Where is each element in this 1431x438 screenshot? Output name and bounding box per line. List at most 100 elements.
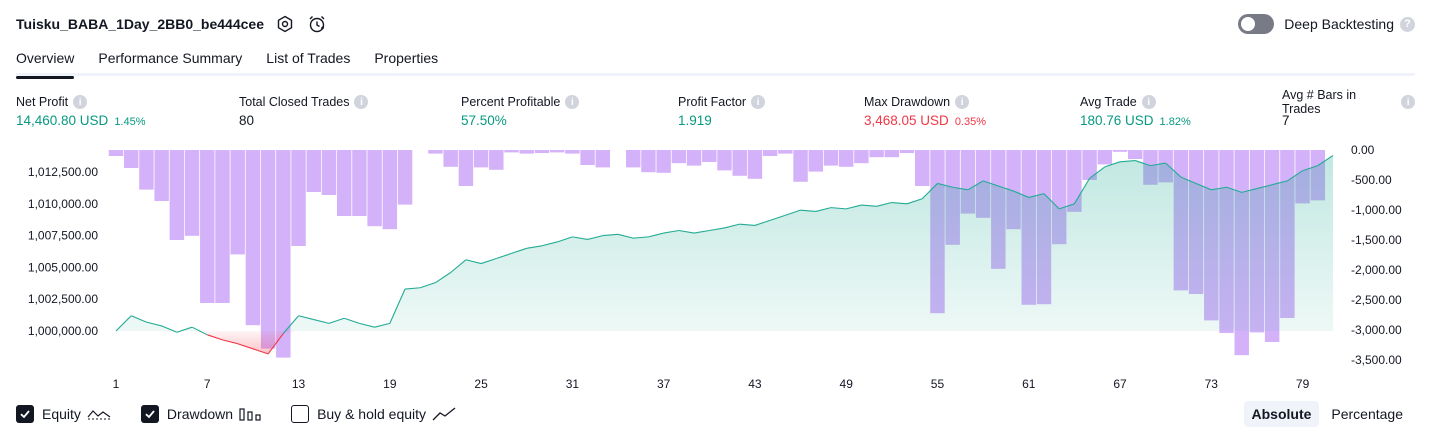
equity-segment [1272, 180, 1288, 186]
x-tick-label: 61 [1022, 377, 1036, 391]
drawdown-bar [1082, 150, 1097, 180]
percentage-button[interactable]: Percentage [1331, 406, 1403, 422]
right-tick-label: -1,000.00 [1351, 203, 1402, 217]
info-icon[interactable]: i [73, 95, 88, 109]
x-tick-label: 25 [474, 377, 488, 391]
tab-list-of-trades[interactable]: List of Trades [266, 50, 351, 66]
info-icon[interactable]: i [1401, 95, 1415, 109]
metric-label: Net Profit [16, 95, 69, 109]
drawdown-bar [808, 150, 824, 172]
buy-hold-checkbox[interactable] [291, 405, 310, 423]
info-icon[interactable]: i [1141, 95, 1156, 109]
right-tick-label: -2,000.00 [1351, 263, 1402, 277]
equity-fill-positive [116, 155, 1333, 331]
drawdown-bar [732, 150, 747, 176]
drawdown-bar [823, 150, 839, 166]
equity-segment [1226, 186, 1242, 193]
alarm-clock-icon[interactable] [306, 13, 328, 35]
absolute-button[interactable]: Absolute [1243, 401, 1320, 427]
drawdown-bar [397, 150, 413, 205]
equity-segment [115, 315, 132, 332]
trend-line-icon [432, 406, 456, 422]
equity-segment [298, 315, 314, 321]
metric-label: Avg # Bars in Trades [1282, 88, 1357, 116]
equity-segment [785, 209, 801, 216]
equity-segment [556, 236, 573, 243]
drawdown-bar [245, 150, 261, 326]
drawdown-bar [458, 150, 474, 186]
drawdown-bar [1097, 150, 1113, 165]
drawdown-bar [504, 150, 519, 153]
right-tick-label: -1,500.00 [1351, 233, 1402, 247]
equity-segment [1073, 178, 1091, 205]
drawdown-bar [854, 150, 869, 164]
x-axis: 1 7 13 19 25 31 37 43 49 55 61 67 73 79 [113, 377, 1310, 391]
equity-segment [602, 233, 619, 237]
metric-value: 1.919 [678, 113, 712, 128]
equity-segment [815, 207, 832, 212]
info-icon[interactable]: i [354, 95, 369, 109]
drawdown-bar [838, 150, 854, 167]
equity-segment [328, 317, 345, 324]
deep-backtesting-toggle[interactable] [1238, 14, 1275, 34]
drawdown-checkbox[interactable] [140, 405, 159, 423]
metric-total-closed-trades: Total Closed Trades i 80 [239, 94, 369, 128]
equity-segment [1256, 184, 1273, 190]
settings-icon[interactable] [274, 13, 296, 35]
drawdown-bar [1112, 150, 1128, 152]
equity-segment [1302, 165, 1318, 172]
equity-segment [541, 241, 558, 247]
equity-checkbox[interactable] [16, 405, 34, 423]
deep-backtesting-label: Deep Backtesting [1284, 16, 1394, 32]
legend-equity[interactable]: Equity [16, 405, 111, 423]
equity-segment [1287, 170, 1303, 182]
equity-segment [921, 183, 938, 200]
drawdown-bar [352, 150, 367, 216]
equity-segment [496, 252, 512, 260]
info-icon[interactable]: i [565, 95, 580, 109]
equity-segment [739, 223, 755, 226]
tab-overview[interactable]: Overview [16, 44, 75, 79]
right-tick-label: -2,500.00 [1351, 293, 1402, 307]
drawdown-bar [884, 150, 900, 158]
tab-performance-summary[interactable]: Performance Summary [98, 50, 243, 66]
equity-segment [282, 315, 299, 334]
info-icon[interactable]: i [955, 95, 970, 109]
x-tick-label: 55 [931, 377, 945, 391]
metric-max-drawdown: Max Drawdown i 3,468.05 USD 0.35% [864, 94, 986, 128]
equity-segment [267, 333, 284, 355]
left-axis: 1,012,500.00 1,010,000.00 1,007,500.00 1,00… [28, 165, 98, 338]
equity-segment [648, 232, 664, 238]
x-tick-label: 13 [292, 377, 306, 391]
help-icon[interactable]: ? [1400, 16, 1415, 32]
equity-segment [663, 229, 679, 234]
equity-segment [450, 259, 467, 273]
equity-drawdown-chart[interactable]: 1,012,500.00 1,010,000.00 1,007,500.00 1,00… [0, 138, 1431, 400]
equity-segment [754, 219, 771, 226]
equity-segment [769, 214, 786, 221]
metric-avg-trade: Avg Trade i 180.76 USD 1.82% [1080, 94, 1191, 128]
metrics-row: Net Profit i 14,460.80 USD 1.45% Total Clo… [16, 88, 1415, 130]
legend-buy-hold[interactable]: Buy & hold equity [291, 405, 456, 423]
equity-segment [1043, 193, 1060, 210]
drawdown-bar [230, 150, 245, 255]
equity-line [115, 155, 1334, 355]
equity-segment [344, 317, 360, 324]
equity-segment [633, 236, 649, 239]
equity-segment [191, 326, 208, 336]
drawdown-bar [443, 150, 458, 167]
right-tick-label: -3,500.00 [1351, 353, 1402, 367]
legend-drawdown[interactable]: Drawdown [140, 405, 261, 423]
drawdown-bar [1128, 150, 1143, 159]
strategy-header: Tuisku_BABA_1Day_2BB0_be444cee [16, 12, 328, 36]
equity-segment [161, 325, 178, 333]
equity-segment [678, 229, 695, 234]
equity-segment [404, 287, 421, 290]
equity-segment [906, 198, 923, 205]
info-icon[interactable]: i [751, 95, 766, 109]
drawdown-bar [184, 150, 200, 236]
equity-segment [1317, 155, 1334, 167]
tab-properties[interactable]: Properties [374, 50, 439, 66]
equity-segment [146, 321, 162, 327]
equity-segment [176, 326, 193, 333]
